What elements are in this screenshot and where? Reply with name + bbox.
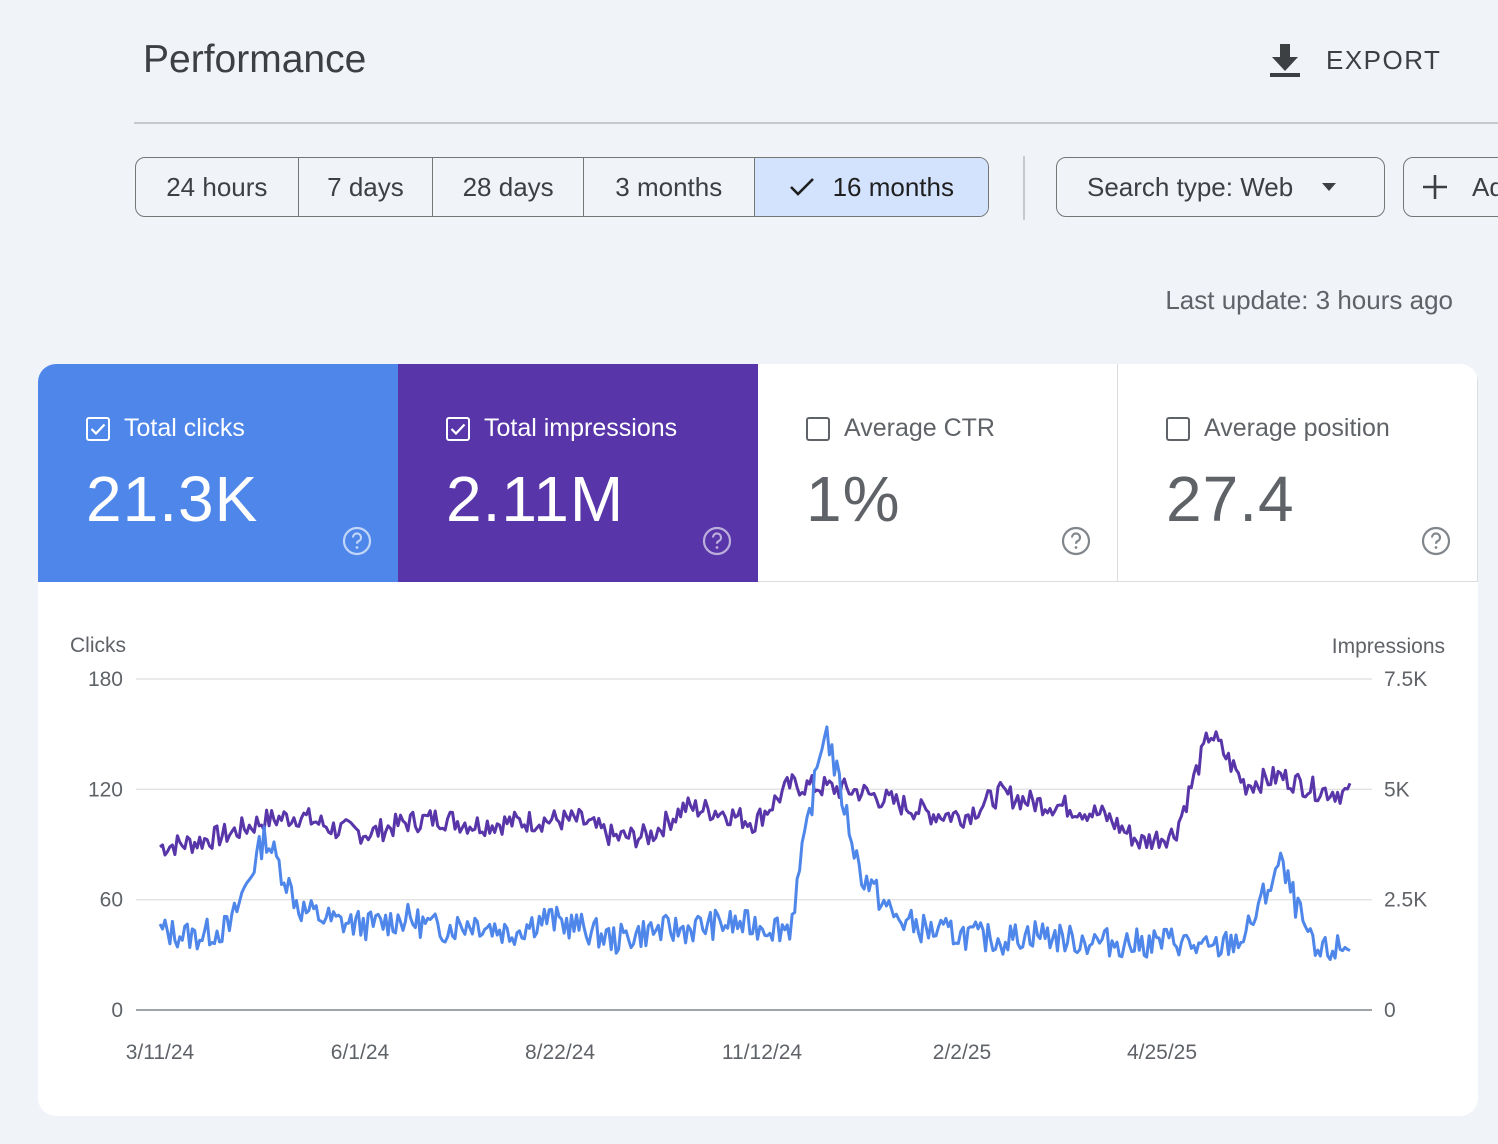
export-button[interactable]: EXPORT — [1268, 38, 1441, 82]
range-3-months-button[interactable]: 3 months — [584, 158, 755, 216]
range-label: 28 days — [463, 172, 554, 203]
y-right-tick-label: 2.5K — [1384, 889, 1427, 912]
metric-average-ctr[interactable]: Average CTR 1% — [758, 364, 1118, 582]
range-7-days-button[interactable]: 7 days — [299, 158, 434, 216]
performance-card: Total clicks 21.3K Total impressions 2.1… — [38, 364, 1478, 1116]
x-tick-label: 3/11/24 — [126, 1041, 195, 1064]
plus-icon — [1422, 174, 1448, 200]
range-label: 7 days — [327, 172, 404, 203]
range-28-days-button[interactable]: 28 days — [433, 158, 584, 216]
y-left-tick-label: 60 — [100, 889, 123, 912]
clicks-series-line — [160, 727, 1350, 960]
caret-down-icon — [1321, 182, 1337, 192]
metric-value: 2.11M — [446, 462, 624, 536]
metric-label: Average position — [1204, 414, 1390, 443]
y-left-tick-label: 180 — [88, 668, 123, 691]
range-label: 24 hours — [166, 172, 267, 203]
x-tick-label: 2/2/25 — [933, 1041, 991, 1064]
y-right-tick-label: 7.5K — [1384, 668, 1427, 691]
metric-value: 27.4 — [1166, 462, 1295, 536]
y-left-tick-label: 0 — [111, 999, 123, 1022]
help-circle-icon[interactable] — [1061, 526, 1091, 556]
clicks-checkbox[interactable] — [86, 417, 110, 441]
metric-value: 21.3K — [86, 462, 258, 536]
metric-label: Total clicks — [124, 414, 245, 443]
metric-total-clicks[interactable]: Total clicks 21.3K — [38, 364, 398, 582]
impressions-series-line — [160, 732, 1350, 855]
last-update-text: Last update: 3 hours ago — [1165, 285, 1453, 316]
help-circle-icon[interactable] — [702, 526, 732, 556]
check-icon — [450, 422, 466, 436]
metric-label: Average CTR — [844, 414, 995, 443]
download-icon — [1268, 42, 1302, 78]
add-filter-button[interactable]: Ad — [1403, 157, 1498, 217]
y-right-tick-label: 5K — [1384, 778, 1410, 801]
metric-average-position[interactable]: Average position 27.4 — [1118, 364, 1478, 582]
x-tick-label: 11/12/24 — [722, 1041, 803, 1064]
range-label: 3 months — [615, 172, 722, 203]
position-checkbox[interactable] — [1166, 417, 1190, 441]
search-type-label: Search type: Web — [1087, 172, 1293, 203]
metric-tabs: Total clicks 21.3K Total impressions 2.1… — [38, 364, 1478, 582]
filter-separator — [1023, 156, 1025, 220]
y-right-tick-label: 0 — [1384, 999, 1396, 1022]
add-filter-label: Ad — [1472, 172, 1498, 203]
metric-label: Total impressions — [484, 414, 677, 443]
range-label: 16 months — [833, 172, 954, 203]
range-16-months-button[interactable]: 16 months — [755, 158, 988, 216]
export-label: EXPORT — [1326, 45, 1441, 76]
check-icon — [90, 422, 106, 436]
x-tick-label: 8/22/24 — [525, 1041, 595, 1064]
range-24-hours-button[interactable]: 24 hours — [136, 158, 299, 216]
x-tick-label: 6/1/24 — [331, 1041, 390, 1064]
header-divider — [134, 122, 1498, 124]
y-left-tick-label: 120 — [88, 778, 123, 801]
x-tick-label: 4/25/25 — [1127, 1041, 1197, 1064]
y-left-axis-title: Clicks — [70, 634, 126, 657]
date-range-selector: 24 hours 7 days 28 days 3 months 16 mont… — [135, 157, 989, 217]
page-title: Performance — [143, 38, 366, 82]
impressions-checkbox[interactable] — [446, 417, 470, 441]
metric-value: 1% — [806, 462, 901, 536]
performance-chart: Clicks Impressions 180 7.5K 120 5K 60 2.5K 0 0 3/1… — [38, 582, 1478, 1116]
ctr-checkbox[interactable] — [806, 417, 830, 441]
help-circle-icon[interactable] — [1421, 526, 1451, 556]
help-circle-icon[interactable] — [342, 526, 372, 556]
metric-total-impressions[interactable]: Total impressions 2.11M — [398, 364, 758, 582]
y-right-axis-title: Impressions — [1332, 635, 1445, 658]
check-icon — [789, 177, 815, 197]
search-type-dropdown[interactable]: Search type: Web — [1056, 157, 1385, 217]
